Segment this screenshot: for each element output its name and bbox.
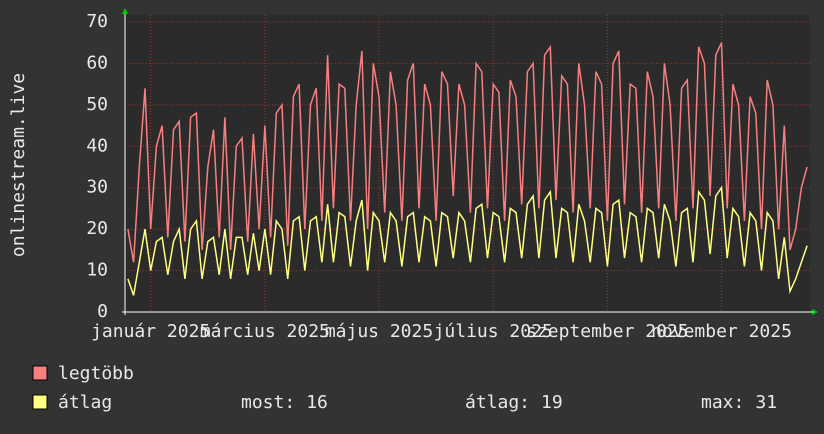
- stat-value: 16: [306, 392, 328, 413]
- stat-value: 31: [755, 392, 777, 413]
- axis-arrow: [122, 8, 128, 14]
- x-tick-label: július 2025: [434, 321, 553, 342]
- y-tick-label: 20: [86, 218, 108, 239]
- legend-swatch: [32, 365, 48, 381]
- stat-label: max:: [701, 392, 744, 413]
- series-line: [127, 185, 808, 296]
- stat-label: most:: [241, 392, 295, 413]
- stat-label: átlag:: [465, 392, 530, 413]
- y-tick-label: 50: [86, 94, 108, 115]
- legend-label: legtöbb: [58, 363, 134, 384]
- series-line: [127, 42, 808, 263]
- x-tick-label: január 2025: [91, 321, 210, 342]
- y-tick-label: 60: [86, 52, 108, 73]
- legend-label: átlag: [58, 392, 112, 413]
- y-tick-label: 30: [86, 177, 108, 198]
- x-tick-label: március 2025: [200, 321, 330, 342]
- y-tick-label: 0: [97, 301, 108, 322]
- stat-value: 19: [541, 392, 563, 413]
- y-tick-label: 70: [86, 11, 108, 32]
- y-tick-label: 10: [86, 260, 108, 281]
- x-tick-label: május 2025: [325, 321, 433, 342]
- x-tick-label: szeptember 2025: [526, 321, 689, 342]
- x-tick-label: november 2025: [651, 321, 792, 342]
- y-tick-label: 40: [86, 135, 108, 156]
- legend-swatch: [32, 394, 48, 410]
- axis-arrow: [812, 309, 818, 315]
- y-axis-label: onlinestream.live: [8, 73, 29, 257]
